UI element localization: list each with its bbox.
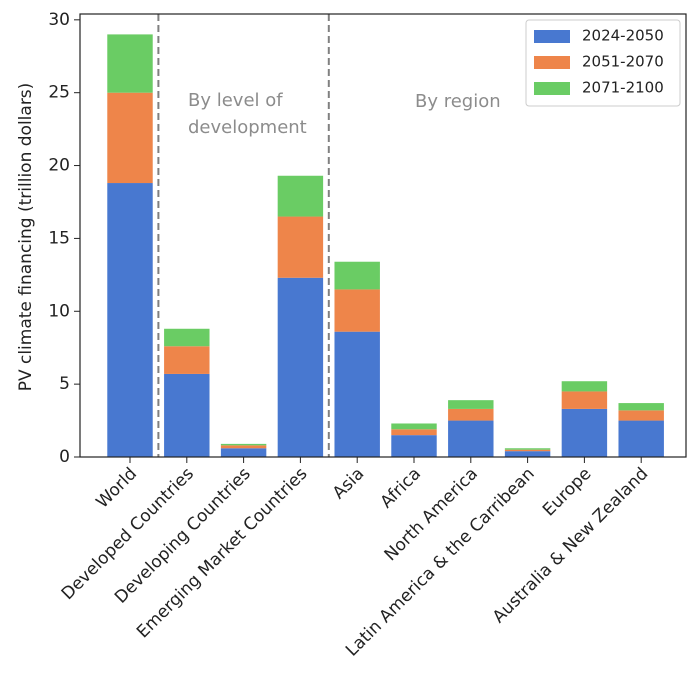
legend-label: 2051-2070 — [582, 53, 664, 71]
bar-segment — [391, 429, 437, 436]
legend-swatch — [534, 56, 570, 69]
bar-segment — [277, 175, 324, 217]
legend-swatch — [534, 82, 570, 95]
bar-segment — [220, 448, 267, 457]
annotation: development — [188, 117, 307, 138]
y-tick-label: 10 — [48, 301, 70, 321]
legend-label: 2024-2050 — [582, 27, 664, 45]
annotation: By level of — [188, 90, 283, 111]
bar-segment — [391, 435, 437, 457]
bar-segment — [448, 420, 494, 457]
bar-segment — [107, 92, 153, 184]
bar-segment — [220, 445, 267, 449]
y-axis-label: PV climate financing (trillion dollars) — [16, 83, 36, 392]
bar-segment — [504, 449, 551, 452]
plot-frame — [79, 13, 687, 458]
bar-segment — [164, 373, 210, 457]
bar-segment — [334, 289, 380, 332]
bar-segment — [277, 216, 324, 278]
legend: 2024-2050 2051-2070 2071-2100 — [525, 19, 681, 107]
bar-segment — [618, 403, 664, 411]
y-tick-label: 15 — [48, 228, 70, 248]
bar-segment — [334, 331, 380, 457]
bar-segment — [504, 448, 551, 450]
bar-segment — [334, 261, 380, 290]
bar-segment — [561, 391, 608, 409]
bar-segment — [561, 381, 608, 392]
bar-segment — [391, 423, 437, 430]
bar-segment — [561, 408, 608, 457]
bar-segment — [107, 34, 153, 93]
bar-segment — [618, 410, 664, 421]
x-tick-label: World — [92, 464, 141, 513]
y-tick-label: 20 — [48, 156, 70, 176]
bar-segment — [448, 408, 494, 421]
legend-label: 2071-2100 — [582, 79, 664, 97]
bar-segment — [107, 183, 153, 457]
y-tick-label: 25 — [48, 83, 70, 103]
bar-segment — [448, 400, 494, 409]
x-tick-label: Europe — [539, 464, 595, 520]
y-tick-label: 0 — [59, 447, 70, 467]
bar-segment — [220, 443, 267, 446]
bar-segment — [277, 277, 324, 457]
x-tick-label: Asia — [329, 464, 368, 503]
y-tick-label: 30 — [48, 10, 70, 30]
bar-segment — [504, 451, 551, 457]
legend-swatch — [534, 30, 570, 43]
bar-segment — [618, 420, 664, 457]
bar-segment — [164, 328, 210, 347]
y-tick-label: 5 — [59, 374, 70, 394]
x-tick-label: Africa — [377, 464, 425, 512]
annotation: By region — [415, 91, 501, 112]
bar-segment — [164, 346, 210, 374]
